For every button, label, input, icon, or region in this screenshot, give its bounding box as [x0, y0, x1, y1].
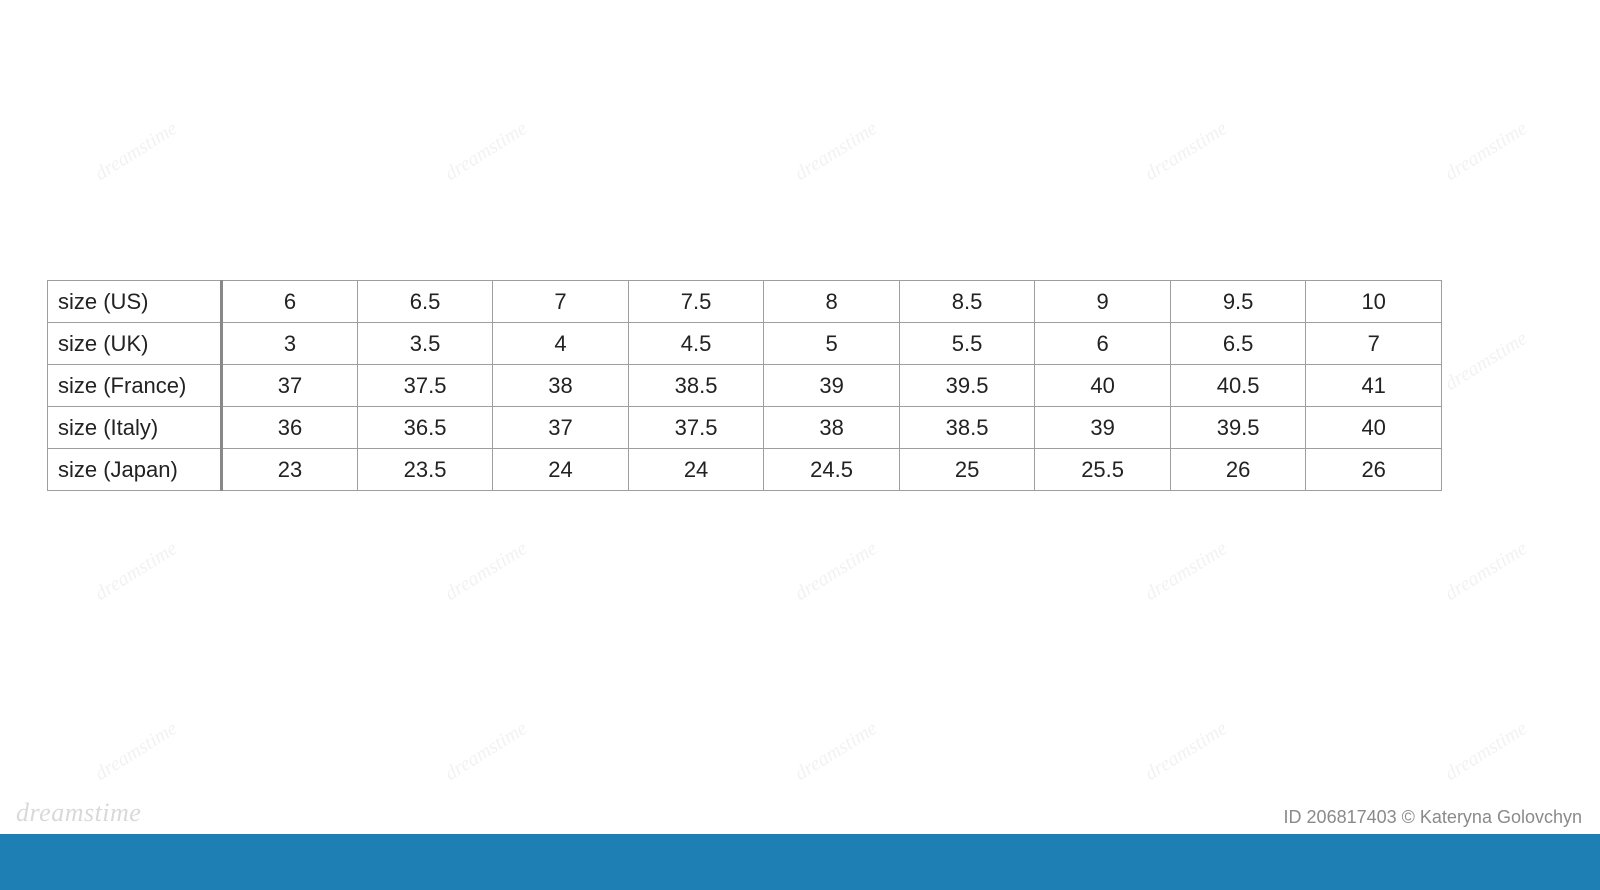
watermark-text: dreamstime: [441, 717, 532, 786]
row-label: size (France): [48, 365, 222, 407]
size-cell: 39: [1035, 407, 1171, 449]
size-cell: 24: [493, 449, 629, 491]
size-cell: 23: [222, 449, 358, 491]
size-cell: 40: [1035, 365, 1171, 407]
size-cell: 6: [222, 281, 358, 323]
size-cell: 7.5: [628, 281, 764, 323]
watermark-text: dreamstime: [91, 717, 182, 786]
size-cell: 38.5: [628, 365, 764, 407]
attribution-text: ID 206817403 © Kateryna Golovchyn: [1284, 807, 1582, 828]
size-cell: 37.5: [628, 407, 764, 449]
watermark-text: dreamstime: [1441, 717, 1532, 786]
size-cell: 9: [1035, 281, 1171, 323]
size-cell: 38: [493, 365, 629, 407]
watermark-text: dreamstime: [1441, 327, 1532, 396]
size-cell: 26: [1170, 449, 1306, 491]
brand-logo: dreamstime: [16, 798, 141, 828]
size-cell: 39.5: [1170, 407, 1306, 449]
size-cell: 37: [493, 407, 629, 449]
size-cell: 6.5: [1170, 323, 1306, 365]
size-cell: 4: [493, 323, 629, 365]
watermark-text: dreamstime: [791, 117, 882, 186]
watermark-text: dreamstime: [91, 537, 182, 606]
watermark-text: dreamstime: [91, 117, 182, 186]
size-cell: 25.5: [1035, 449, 1171, 491]
size-cell: 5.5: [899, 323, 1035, 365]
size-cell: 26: [1306, 449, 1442, 491]
size-cell: 8: [764, 281, 900, 323]
size-cell: 9.5: [1170, 281, 1306, 323]
size-cell: 37.5: [357, 365, 493, 407]
size-cell: 40.5: [1170, 365, 1306, 407]
size-cell: 5: [764, 323, 900, 365]
size-cell: 4.5: [628, 323, 764, 365]
watermark-text: dreamstime: [1141, 117, 1232, 186]
size-cell: 3: [222, 323, 358, 365]
table-row: size (France)3737.53838.53939.54040.541: [48, 365, 1442, 407]
size-cell: 7: [493, 281, 629, 323]
size-cell: 3.5: [357, 323, 493, 365]
page: dreamstime dreamstime dreamstime dreamstime…: [0, 0, 1600, 890]
size-cell: 8.5: [899, 281, 1035, 323]
table-row: size (Japan)2323.5242424.52525.52626: [48, 449, 1442, 491]
size-cell: 6.5: [357, 281, 493, 323]
size-cell: 36: [222, 407, 358, 449]
row-label: size (US): [48, 281, 222, 323]
size-cell: 10: [1306, 281, 1442, 323]
table-row: size (US)66.577.588.599.510: [48, 281, 1442, 323]
watermark-text: dreamstime: [1141, 537, 1232, 606]
size-cell: 38: [764, 407, 900, 449]
watermark-text: dreamstime: [1441, 537, 1532, 606]
size-cell: 24: [628, 449, 764, 491]
size-chart-wrap: size (US)66.577.588.599.510size (UK)33.5…: [47, 280, 1442, 491]
footer-bar: [0, 834, 1600, 890]
watermark-text: dreamstime: [791, 717, 882, 786]
row-label: size (Italy): [48, 407, 222, 449]
watermark-text: dreamstime: [791, 537, 882, 606]
size-cell: 40: [1306, 407, 1442, 449]
size-cell: 36.5: [357, 407, 493, 449]
size-cell: 24.5: [764, 449, 900, 491]
size-cell: 39: [764, 365, 900, 407]
table-row: size (Italy)3636.53737.53838.53939.540: [48, 407, 1442, 449]
table-row: size (UK)33.544.555.566.57: [48, 323, 1442, 365]
size-cell: 25: [899, 449, 1035, 491]
watermark-text: dreamstime: [441, 117, 532, 186]
size-cell: 38.5: [899, 407, 1035, 449]
size-cell: 23.5: [357, 449, 493, 491]
size-cell: 41: [1306, 365, 1442, 407]
size-cell: 37: [222, 365, 358, 407]
size-cell: 6: [1035, 323, 1171, 365]
size-chart-table: size (US)66.577.588.599.510size (UK)33.5…: [47, 280, 1442, 491]
row-label: size (Japan): [48, 449, 222, 491]
watermark-text: dreamstime: [1141, 717, 1232, 786]
size-cell: 7: [1306, 323, 1442, 365]
watermark-text: dreamstime: [441, 537, 532, 606]
watermark-text: dreamstime: [1441, 117, 1532, 186]
row-label: size (UK): [48, 323, 222, 365]
size-cell: 39.5: [899, 365, 1035, 407]
